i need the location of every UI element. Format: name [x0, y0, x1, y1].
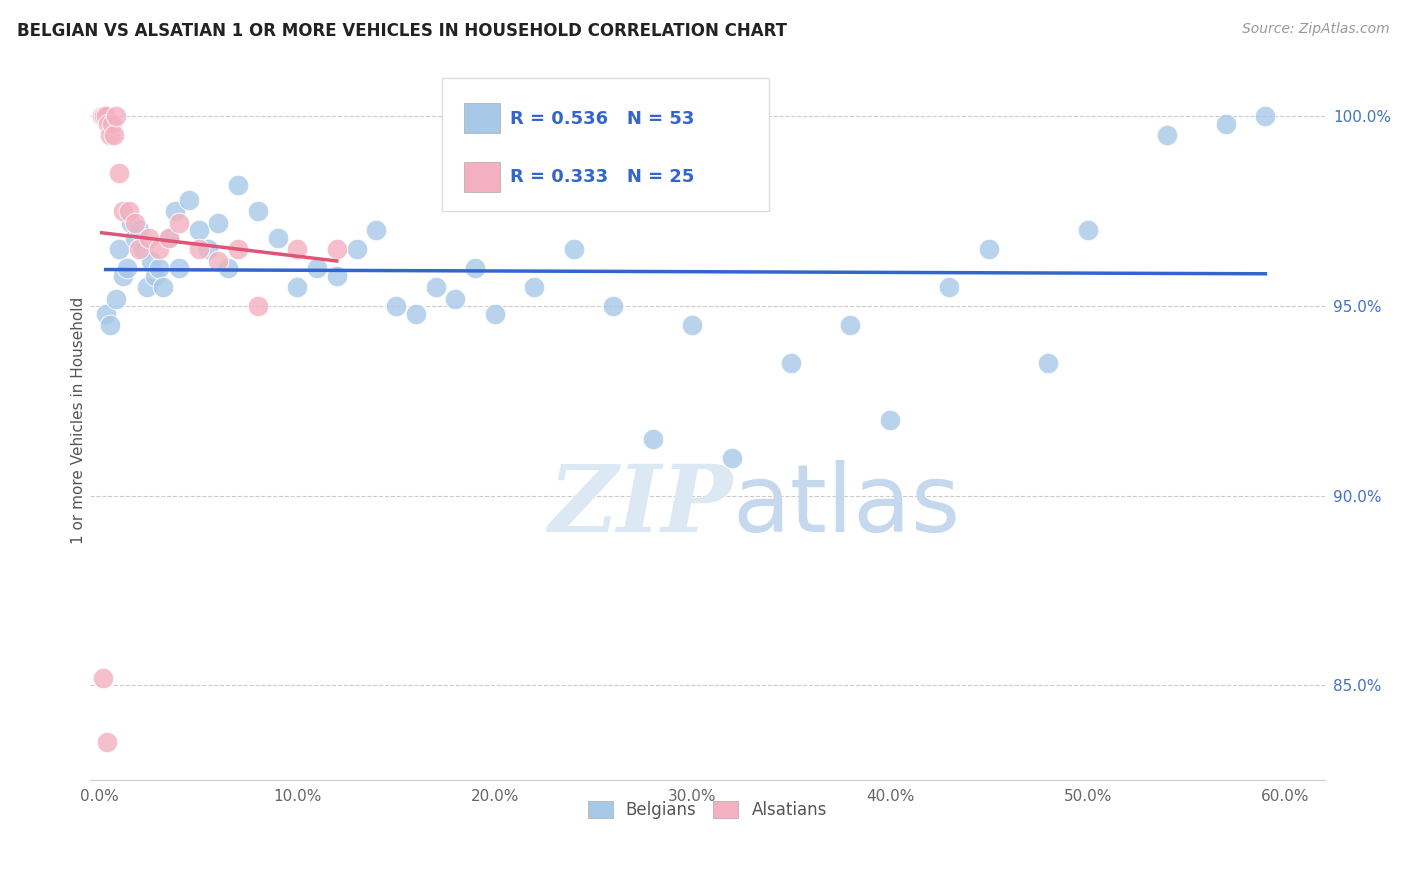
Point: [197, 242, 219, 256]
Point: [152, 280, 174, 294]
Point: [100, 117, 122, 131]
Point: [307, 261, 329, 276]
Point: [425, 280, 447, 294]
Point: [148, 242, 170, 256]
Point: [91, 671, 114, 685]
Point: [148, 261, 170, 276]
Point: [118, 204, 141, 219]
Point: [266, 231, 288, 245]
Point: [405, 307, 427, 321]
Point: [128, 223, 150, 237]
Point: [977, 242, 1000, 256]
Text: R = 0.536   N = 53: R = 0.536 N = 53: [510, 111, 695, 128]
Point: [124, 231, 146, 245]
Point: [94, 307, 117, 321]
Point: [523, 280, 546, 294]
Point: [285, 242, 308, 256]
Point: [484, 307, 506, 321]
Point: [839, 318, 862, 332]
Point: [157, 231, 180, 245]
Point: [226, 242, 249, 256]
Point: [1036, 356, 1059, 370]
Point: [163, 204, 186, 219]
Point: [246, 204, 269, 219]
Point: [938, 280, 960, 294]
Point: [120, 216, 142, 230]
Point: [97, 117, 120, 131]
FancyBboxPatch shape: [464, 103, 499, 133]
Point: [1077, 223, 1099, 237]
Point: [602, 299, 624, 313]
Point: [217, 261, 239, 276]
Point: [187, 223, 209, 237]
Point: [285, 280, 308, 294]
Point: [103, 128, 125, 143]
Point: [104, 292, 127, 306]
Point: [562, 242, 585, 256]
Point: [112, 204, 135, 219]
Point: [246, 299, 269, 313]
Point: [90, 110, 112, 124]
Point: [464, 261, 486, 276]
Point: [780, 356, 803, 370]
Y-axis label: 1 or more Vehicles in Household: 1 or more Vehicles in Household: [72, 296, 86, 543]
Text: BELGIAN VS ALSATIAN 1 OR MORE VEHICLES IN HOUSEHOLD CORRELATION CHART: BELGIAN VS ALSATIAN 1 OR MORE VEHICLES I…: [17, 22, 787, 40]
Point: [132, 242, 155, 256]
Point: [98, 318, 121, 332]
Point: [226, 178, 249, 192]
FancyBboxPatch shape: [464, 162, 499, 192]
Point: [108, 242, 131, 256]
Point: [167, 261, 190, 276]
Point: [346, 242, 368, 256]
Point: [104, 110, 127, 124]
Point: [187, 242, 209, 256]
Text: Source: ZipAtlas.com: Source: ZipAtlas.com: [1241, 22, 1389, 37]
Point: [96, 735, 118, 749]
Point: [112, 268, 135, 283]
Point: [721, 450, 744, 465]
Text: ZIP: ZIP: [548, 461, 733, 551]
Point: [326, 268, 349, 283]
Point: [1156, 128, 1178, 143]
Point: [207, 253, 229, 268]
Point: [444, 292, 467, 306]
Point: [1215, 117, 1237, 131]
Point: [157, 231, 180, 245]
Point: [1254, 110, 1277, 124]
Point: [641, 432, 664, 446]
Point: [207, 216, 229, 230]
Point: [93, 110, 115, 124]
Legend: Belgians, Alsatians: Belgians, Alsatians: [581, 795, 834, 826]
Point: [366, 223, 388, 237]
Point: [128, 242, 150, 256]
Point: [124, 216, 146, 230]
Text: atlas: atlas: [733, 460, 960, 552]
Point: [326, 242, 349, 256]
Point: [94, 110, 117, 124]
Point: [879, 413, 901, 427]
Point: [139, 253, 162, 268]
Point: [108, 166, 131, 180]
Point: [117, 261, 139, 276]
Point: [681, 318, 703, 332]
Point: [98, 128, 121, 143]
Point: [385, 299, 408, 313]
Point: [177, 193, 200, 207]
Point: [138, 231, 160, 245]
Text: R = 0.333   N = 25: R = 0.333 N = 25: [510, 168, 695, 186]
Point: [167, 216, 190, 230]
Point: [136, 280, 159, 294]
FancyBboxPatch shape: [441, 78, 769, 211]
Point: [143, 268, 166, 283]
